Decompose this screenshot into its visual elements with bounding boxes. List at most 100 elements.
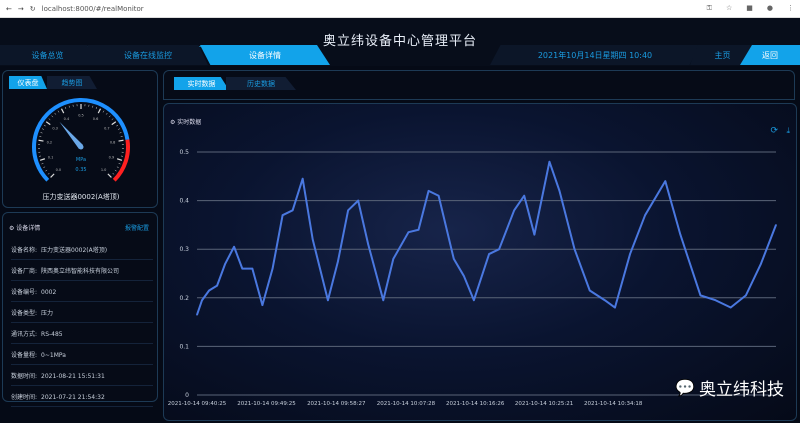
- extension-icon[interactable]: ■: [746, 4, 753, 12]
- tab-history[interactable]: 历史数据: [226, 77, 296, 90]
- detail-value: 压力: [41, 310, 54, 317]
- detail-row: 数据时间: 2021-08-21 15:51:31: [11, 367, 153, 386]
- gauge-tick: [112, 172, 115, 175]
- gauge-tick: [116, 158, 123, 161]
- alarm-config-link[interactable]: 报警配置: [124, 225, 149, 232]
- detail-label: 数据时间:: [11, 373, 38, 380]
- gauge-needle: [59, 121, 83, 149]
- chart-title: ⚙ 实时数据: [170, 119, 202, 126]
- gauge-tick: [68, 105, 70, 108]
- gauge-tick: [57, 110, 60, 113]
- detail-row: 设备名称: 压力变送器0002(A塔顶): [11, 241, 153, 260]
- detail-row: 设备量程: 0~1MPa: [11, 346, 153, 365]
- gauge-tick: [118, 139, 124, 142]
- forward-icon[interactable]: →: [17, 4, 24, 13]
- gauge-tick: [40, 132, 43, 134]
- detail-row: 创建时间: 2021-07-21 21:54:32: [11, 388, 153, 407]
- tab-realtime[interactable]: 实时数据: [174, 77, 229, 90]
- detail-label: 设备编号:: [11, 289, 38, 296]
- nav-overview[interactable]: 设备总览: [0, 45, 95, 65]
- gauge-tick: [108, 115, 111, 118]
- gauge-tick: [116, 166, 119, 168]
- detail-value: 2021-08-21 15:51:31: [41, 373, 105, 380]
- gauge-tick-label: 0.2: [47, 140, 53, 144]
- gauge-tick-label: 0.7: [104, 127, 110, 131]
- gauge-tick-label: 0.0: [56, 168, 62, 172]
- star-icon[interactable]: ☆: [725, 4, 733, 12]
- chart-panel: ⚙ 实时数据 ⟳ ⤓: [163, 103, 797, 421]
- back-button[interactable]: 返回: [740, 45, 800, 65]
- nav-device-detail[interactable]: 设备详情: [200, 45, 330, 65]
- tab-gauge[interactable]: 仪表盘: [9, 76, 47, 89]
- gauge-tick-label: 0.4: [64, 117, 70, 121]
- device-details-panel: ⚙ 设备详情 报警配置 设备名称: 压力变送器0002(A塔顶) 设备厂商: 陕西奥立…: [2, 212, 158, 407]
- gauge-tick: [97, 108, 102, 114]
- gauge-tick: [111, 118, 114, 121]
- detail-value: 压力变送器0002(A塔顶): [41, 247, 108, 254]
- detail-label: 创建时间:: [11, 394, 38, 401]
- profile-icon[interactable]: ●: [766, 4, 773, 12]
- detail-label: 通讯方式:: [11, 331, 38, 338]
- settings-icon: ⚙: [9, 225, 17, 232]
- menu-icon[interactable]: ⋮: [787, 4, 794, 12]
- gauge-tick: [95, 106, 98, 109]
- gauge-alarm-arc: [112, 139, 130, 182]
- back-icon[interactable]: ←: [6, 4, 12, 13]
- detail-value: 0~1MPa: [41, 352, 66, 359]
- gauge-tick: [111, 121, 117, 126]
- gauge-tick: [119, 132, 122, 134]
- gauge-tick-label: 0.6: [93, 117, 99, 121]
- datetime: 2021年10月14日星期四 10:40: [490, 45, 700, 65]
- gauge-tick: [47, 172, 50, 175]
- gauge-tick: [50, 173, 55, 178]
- gauge-tick-label: 0.5: [78, 114, 84, 118]
- detail-label: 设备量程:: [11, 352, 38, 359]
- gauge-tick: [43, 124, 46, 127]
- key-icon[interactable]: ⚿: [706, 4, 712, 12]
- watermark: 💬 奥立纬科技: [675, 378, 784, 400]
- gauge-tick: [43, 166, 46, 168]
- detail-row: 设备厂商: 陕西奥立纬智能科技有限公司: [11, 262, 153, 281]
- gauge-tick: [45, 169, 48, 172]
- detail-label: 设备名称:: [11, 247, 38, 254]
- gauge-tick: [45, 121, 51, 126]
- download-icon[interactable]: ⤓: [786, 126, 790, 135]
- reload-icon[interactable]: ↻: [29, 4, 36, 13]
- gauge-tick: [116, 124, 119, 127]
- wechat-icon: 💬: [675, 378, 695, 397]
- home-button[interactable]: 主页: [690, 45, 755, 65]
- gauge-unit: MPa: [76, 157, 86, 163]
- gauge-tick: [107, 173, 112, 178]
- detail-value: 2021-07-21 21:54:32: [41, 394, 105, 401]
- settings-icon: ⚙: [170, 119, 178, 126]
- gauge-tick: [118, 163, 121, 165]
- gauge-arc: [32, 98, 130, 182]
- gauge-tick: [102, 110, 105, 113]
- gauge-device-label: 压力变送器0002(A塔顶): [42, 193, 120, 201]
- gauge-tick: [105, 112, 108, 115]
- detail-row: 设备编号: 0002: [11, 283, 153, 302]
- gauge-tick: [48, 118, 51, 121]
- gauge-tick: [39, 158, 46, 161]
- browser-bar: ← → ↻ localhost:8000/#/realMonitor ⚿ ☆ ■ ● ⋮: [0, 0, 800, 18]
- gauge-tick-label: 0.9: [109, 155, 115, 159]
- detail-value: 陕西奥立纬智能科技有限公司: [41, 268, 120, 275]
- gauge-needle-hub: [78, 144, 84, 150]
- gauge-tick-label: 0.3: [52, 127, 58, 131]
- detail-label: 设备厂商:: [11, 268, 38, 275]
- gauge-tick: [51, 115, 54, 118]
- main-tabs-bar: 实时数据 历史数据: [163, 70, 795, 100]
- gauge-tick-label: 1.0: [101, 168, 107, 172]
- gauge-tick: [41, 163, 44, 165]
- tab-trend[interactable]: 趋势图: [47, 76, 97, 89]
- detail-value: 0002: [41, 289, 57, 296]
- gauge-tick: [41, 128, 45, 130]
- gauge-tick: [117, 128, 121, 130]
- gauge-value: 0.35: [75, 167, 86, 173]
- pressure-gauge: 0.0 0.1 0.2 0.3 0.4 0.5 0.6 0.7 0.8 0.9 1.0 MPa 0.35: [32, 98, 130, 182]
- gauge-tick-label: 0.8: [110, 140, 116, 144]
- address-bar[interactable]: localhost:8000/#/realMonitor: [41, 4, 144, 13]
- nav-online-monitor[interactable]: 设备在线监控: [88, 45, 208, 65]
- gauge-tick: [92, 105, 94, 108]
- refresh-icon[interactable]: ⟳: [770, 126, 778, 136]
